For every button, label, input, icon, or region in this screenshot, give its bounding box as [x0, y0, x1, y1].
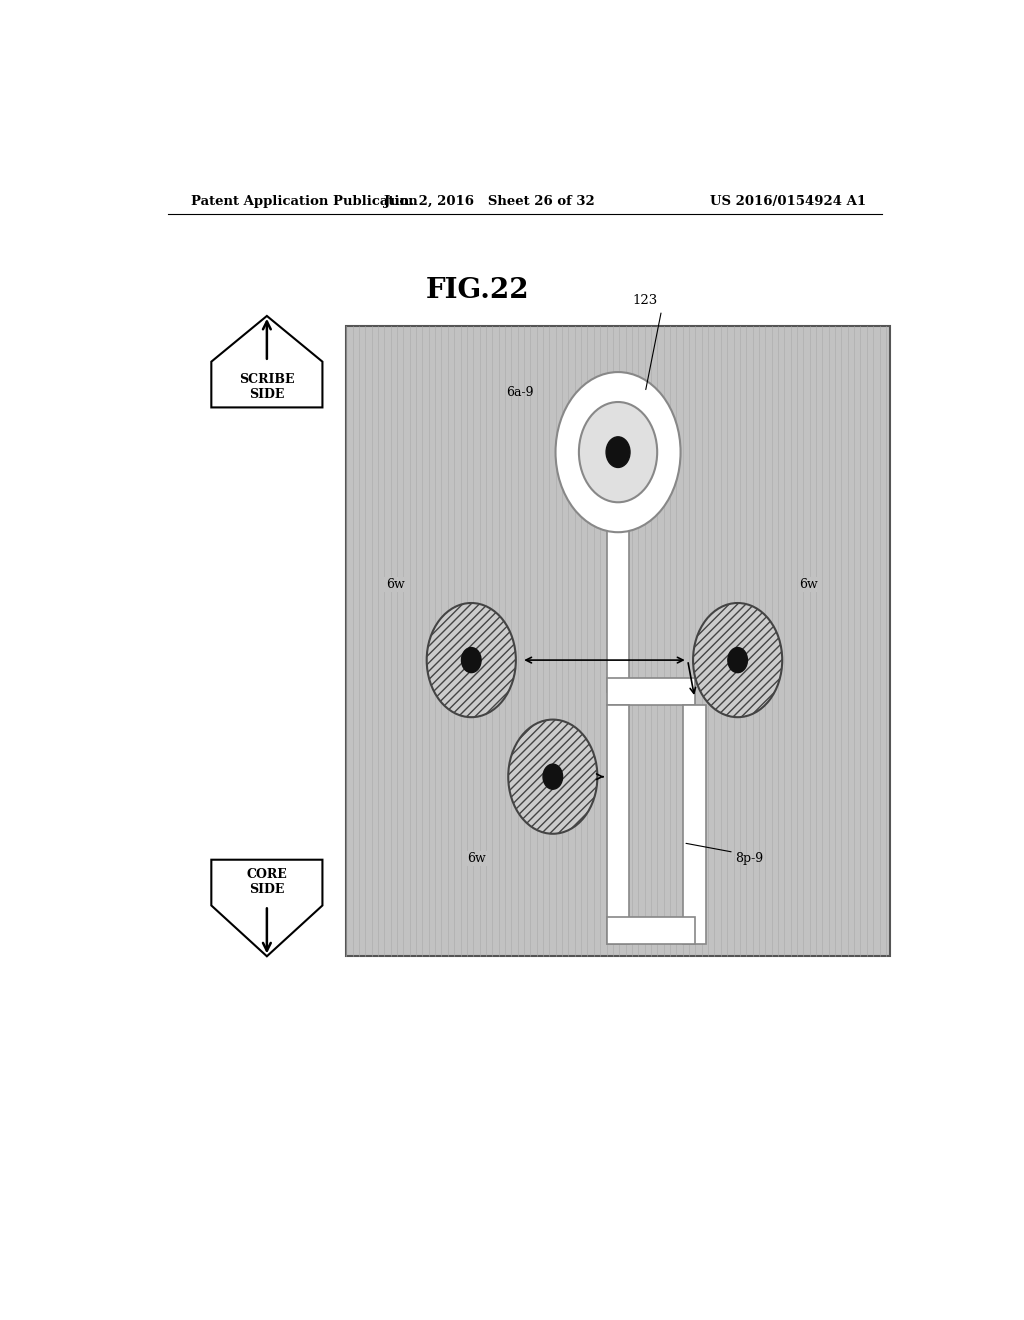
Text: 8p-9: 8p-9 [735, 853, 763, 865]
Bar [606, 524, 630, 692]
Circle shape [543, 764, 562, 789]
Circle shape [579, 403, 657, 503]
Text: CORE
SIDE: CORE SIDE [247, 869, 288, 896]
Circle shape [728, 648, 748, 673]
Text: 6a-9: 6a-9 [507, 385, 535, 399]
Text: 6w: 6w [467, 853, 486, 865]
Circle shape [556, 372, 681, 532]
Text: FIG.22: FIG.22 [425, 277, 529, 304]
Text: US 2016/0154924 A1: US 2016/0154924 A1 [710, 194, 866, 207]
Circle shape [693, 603, 782, 717]
Bar [606, 678, 694, 705]
Text: 123: 123 [633, 294, 657, 308]
Text: 6w: 6w [386, 578, 404, 591]
Text: SCRIBE
SIDE: SCRIBE SIDE [240, 374, 295, 401]
Text: Patent Application Publication: Patent Application Publication [191, 194, 418, 207]
Bar [683, 705, 707, 944]
Circle shape [508, 719, 597, 834]
Bar [606, 705, 630, 944]
Bar [346, 326, 890, 956]
Bar [606, 917, 694, 944]
Circle shape [606, 437, 630, 467]
Circle shape [462, 648, 481, 673]
Circle shape [427, 603, 516, 717]
Text: 6w: 6w [799, 578, 818, 591]
Text: Jun. 2, 2016   Sheet 26 of 32: Jun. 2, 2016 Sheet 26 of 32 [384, 194, 595, 207]
